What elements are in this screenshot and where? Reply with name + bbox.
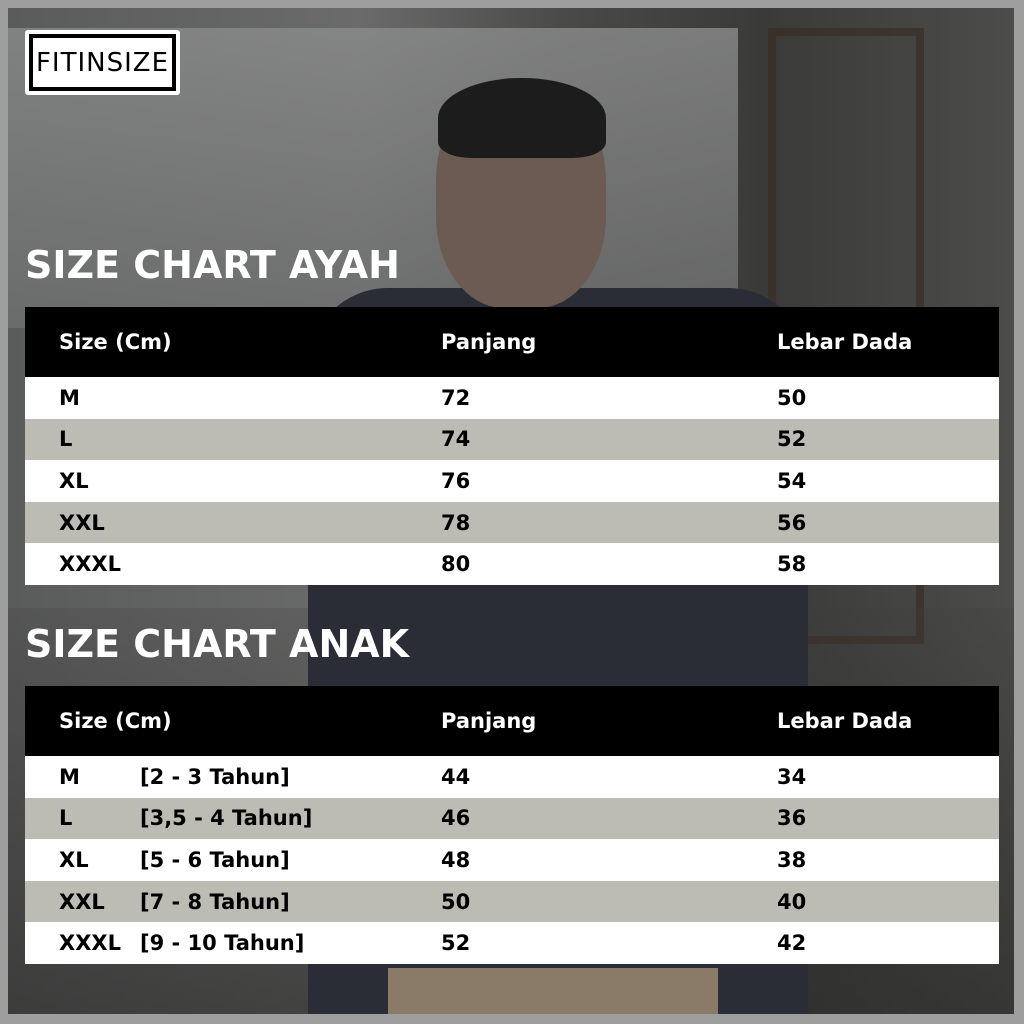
cell-panjang: 44 <box>441 764 471 789</box>
model-hair <box>438 78 606 158</box>
cell-age: [5 - 6 Tahun] <box>140 847 290 872</box>
cell-size: XXL <box>59 889 105 914</box>
table-header: Size (Cm) Panjang Lebar Dada <box>25 307 999 377</box>
cell-lebar-dada: 34 <box>777 764 807 789</box>
header-panjang: Panjang <box>441 709 537 733</box>
table-row: XXXL [9 - 10 Tahun] 52 42 <box>25 922 999 964</box>
cell-panjang: 74 <box>441 427 471 452</box>
table-row: L 74 52 <box>25 418 999 461</box>
header-size: Size (Cm) <box>59 330 172 354</box>
table-header: Size (Cm) Panjang Lebar Dada <box>25 686 999 756</box>
cell-lebar-dada: 42 <box>777 931 807 956</box>
table-row: XXXL 80 58 <box>25 543 999 585</box>
cell-size: XXXL <box>59 552 121 577</box>
cell-size: M <box>59 764 80 789</box>
ayah-title: SIZE CHART AYAH <box>25 243 400 287</box>
cell-age: [2 - 3 Tahun] <box>140 764 290 789</box>
cell-lebar-dada: 40 <box>777 889 807 914</box>
cell-lebar-dada: 56 <box>777 510 807 535</box>
cell-lebar-dada: 36 <box>777 806 807 831</box>
table-row: M 72 50 <box>25 377 999 419</box>
table-row: L [3,5 - 4 Tahun] 46 36 <box>25 797 999 840</box>
table-row: XL [5 - 6 Tahun] 48 38 <box>25 839 999 881</box>
table-row: XXL [7 - 8 Tahun] 50 40 <box>25 880 999 923</box>
cell-size: XL <box>59 468 89 493</box>
cell-age: [9 - 10 Tahun] <box>140 931 305 956</box>
cell-age: [3,5 - 4 Tahun] <box>140 806 313 831</box>
brand-logo-text: FITINSIZE <box>29 34 176 91</box>
cell-panjang: 72 <box>441 385 471 410</box>
cell-lebar-dada: 38 <box>777 847 807 872</box>
table-row: M [2 - 3 Tahun] 44 34 <box>25 756 999 798</box>
cell-panjang: 48 <box>441 847 471 872</box>
cell-size: L <box>59 806 73 831</box>
cell-size: XXL <box>59 510 105 535</box>
cell-size: M <box>59 385 80 410</box>
cell-size: XXXL <box>59 931 121 956</box>
ayah-size-table: Size (Cm) Panjang Lebar Dada M 72 50 L 74 52 X… <box>25 307 999 585</box>
cell-panjang: 78 <box>441 510 471 535</box>
anak-title: SIZE CHART ANAK <box>25 622 410 666</box>
header-lebar-dada: Lebar Dada <box>777 709 913 733</box>
cell-age: [7 - 8 Tahun] <box>140 889 290 914</box>
cell-lebar-dada: 58 <box>777 552 807 577</box>
header-lebar-dada: Lebar Dada <box>777 330 913 354</box>
cell-panjang: 80 <box>441 552 471 577</box>
brand-logo: FITINSIZE <box>25 30 180 95</box>
cell-lebar-dada: 52 <box>777 427 807 452</box>
cell-panjang: 76 <box>441 468 471 493</box>
cell-size: L <box>59 427 73 452</box>
cell-lebar-dada: 54 <box>777 468 807 493</box>
cell-panjang: 50 <box>441 889 471 914</box>
cell-lebar-dada: 50 <box>777 385 807 410</box>
table-row: XXL 78 56 <box>25 501 999 544</box>
table-row: XL 76 54 <box>25 460 999 502</box>
cell-panjang: 46 <box>441 806 471 831</box>
cell-panjang: 52 <box>441 931 471 956</box>
header-size: Size (Cm) <box>59 709 172 733</box>
header-panjang: Panjang <box>441 330 537 354</box>
model-pants <box>388 968 718 1014</box>
cell-size: XL <box>59 847 89 872</box>
anak-size-table: Size (Cm) Panjang Lebar Dada M [2 - 3 Tah… <box>25 686 999 964</box>
